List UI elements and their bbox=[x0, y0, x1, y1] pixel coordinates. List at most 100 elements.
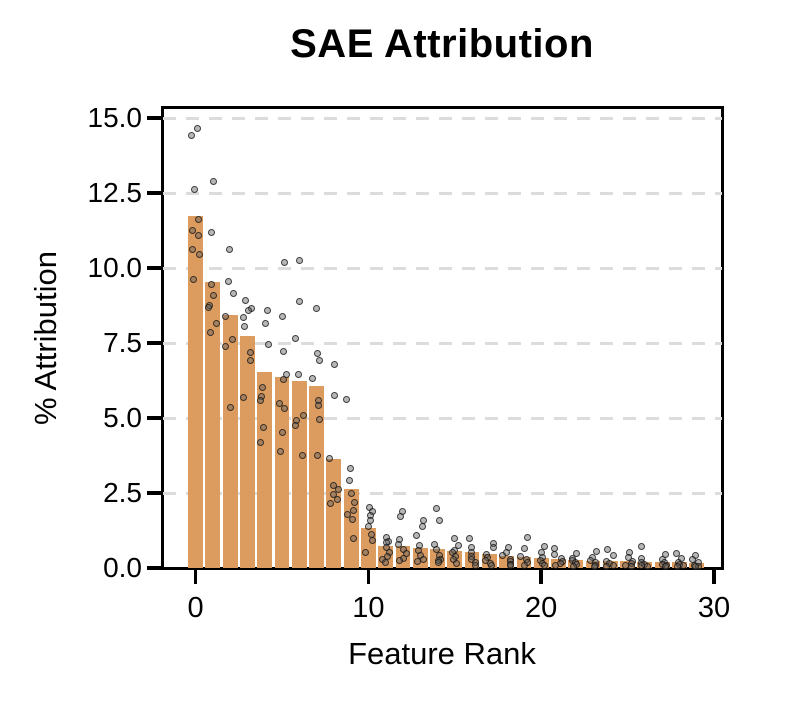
x-tick-label: 10 bbox=[352, 592, 385, 624]
x-axis-label: Feature Rank bbox=[348, 636, 536, 671]
scatter-point bbox=[344, 511, 352, 519]
scatter-point bbox=[227, 404, 235, 411]
scatter-point bbox=[435, 517, 443, 525]
y-tick-label: 5.0 bbox=[103, 402, 142, 433]
scatter-point bbox=[244, 307, 252, 315]
scatter-point bbox=[314, 401, 322, 409]
plot-frame bbox=[161, 106, 724, 570]
scatter-point bbox=[222, 343, 230, 351]
scatter-point bbox=[257, 438, 265, 446]
y-axis-label: % Attribution bbox=[28, 250, 63, 426]
gridline bbox=[163, 116, 722, 120]
gridline bbox=[163, 191, 722, 195]
scatter-point bbox=[295, 257, 303, 265]
scatter-point bbox=[239, 393, 247, 401]
scatter-point bbox=[691, 563, 699, 571]
bar bbox=[240, 335, 255, 568]
scatter-point bbox=[540, 542, 548, 550]
scatter-point bbox=[326, 455, 334, 463]
scatter-point bbox=[241, 323, 249, 330]
y-tick bbox=[147, 566, 161, 570]
scatter-point bbox=[573, 550, 581, 558]
scatter-point bbox=[330, 481, 338, 489]
scatter-point bbox=[191, 185, 199, 193]
scatter-point bbox=[343, 396, 351, 404]
scatter-point bbox=[261, 319, 269, 327]
scatter-point bbox=[507, 562, 515, 570]
scatter-point bbox=[416, 551, 424, 559]
scatter-point bbox=[313, 305, 321, 312]
scatter-point bbox=[194, 231, 202, 239]
scatter-point bbox=[680, 562, 688, 570]
scatter-point bbox=[334, 486, 342, 494]
scatter-point bbox=[226, 245, 234, 253]
scatter-point bbox=[280, 258, 288, 266]
scatter-point bbox=[308, 374, 316, 382]
bar bbox=[188, 215, 203, 568]
plot-area bbox=[163, 108, 722, 571]
scatter-point bbox=[196, 250, 204, 258]
x-tick bbox=[539, 570, 543, 584]
scatter-point bbox=[396, 513, 404, 521]
scatter-point bbox=[367, 530, 375, 538]
scatter-point bbox=[188, 131, 196, 139]
scatter-point bbox=[350, 498, 358, 506]
scatter-point bbox=[205, 303, 213, 311]
bar bbox=[274, 376, 290, 568]
scatter-point bbox=[593, 548, 601, 555]
scatter-point bbox=[541, 562, 549, 570]
scatter-point bbox=[213, 320, 221, 328]
y-tick bbox=[147, 416, 161, 420]
scatter-point bbox=[610, 551, 618, 559]
scatter-point bbox=[348, 490, 356, 498]
y-tick bbox=[147, 491, 161, 495]
scatter-point bbox=[222, 312, 230, 320]
scatter-point bbox=[498, 552, 506, 560]
scatter-point bbox=[313, 451, 321, 459]
x-tick bbox=[193, 570, 198, 584]
scatter-point bbox=[316, 415, 324, 423]
scatter-point bbox=[349, 506, 357, 514]
y-tick-label: 2.5 bbox=[103, 477, 142, 508]
scatter-point bbox=[279, 313, 287, 321]
x-tick-label: 30 bbox=[697, 592, 731, 624]
scatter-point bbox=[590, 562, 598, 570]
gridline bbox=[163, 416, 722, 420]
scatter-point bbox=[624, 553, 632, 561]
scatter-point bbox=[487, 561, 495, 569]
bar bbox=[291, 381, 307, 568]
scatter-point bbox=[661, 563, 669, 570]
scatter-point bbox=[414, 557, 422, 565]
scatter-point bbox=[350, 534, 358, 542]
scatter-point bbox=[230, 290, 238, 298]
scatter-point bbox=[602, 563, 610, 570]
scatter-point bbox=[432, 505, 440, 513]
scatter-point bbox=[330, 392, 338, 400]
bar bbox=[222, 314, 238, 568]
scatter-point bbox=[240, 314, 248, 321]
scatter-point bbox=[316, 356, 324, 364]
scatter-point bbox=[395, 540, 403, 548]
scatter-point bbox=[466, 535, 474, 543]
scatter-point bbox=[292, 335, 300, 343]
gridline bbox=[163, 491, 722, 495]
scatter-point bbox=[523, 533, 531, 541]
scatter-point bbox=[194, 125, 202, 132]
bar bbox=[309, 385, 324, 568]
scatter-point bbox=[264, 341, 272, 348]
chart-title: SAE Attribution bbox=[290, 22, 594, 66]
scatter-point bbox=[609, 561, 617, 569]
scatter-point bbox=[644, 563, 652, 570]
y-tick-label: 0.0 bbox=[103, 552, 142, 583]
scatter-point bbox=[280, 376, 288, 384]
scatter-point bbox=[206, 328, 214, 336]
scatter-point bbox=[638, 542, 646, 550]
bar bbox=[205, 282, 221, 568]
scatter-point bbox=[299, 412, 307, 420]
scatter-point bbox=[190, 275, 198, 283]
scatter-point bbox=[189, 227, 196, 234]
scatter-point bbox=[264, 307, 272, 315]
bar bbox=[257, 371, 273, 568]
scatter-point bbox=[295, 371, 303, 379]
y-tick bbox=[147, 266, 161, 270]
